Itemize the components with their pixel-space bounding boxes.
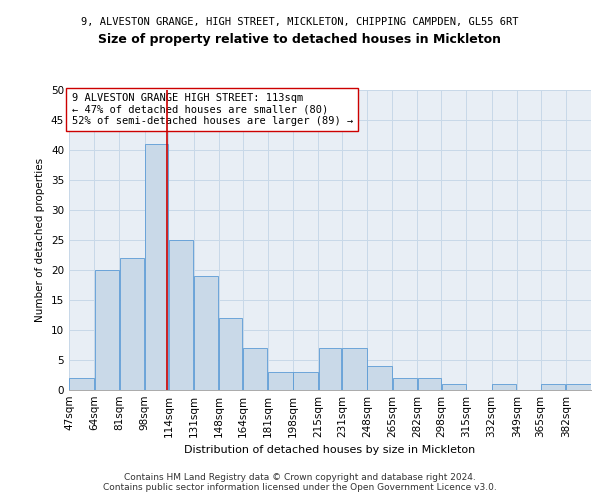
Text: 9, ALVESTON GRANGE, HIGH STREET, MICKLETON, CHIPPING CAMPDEN, GL55 6RT: 9, ALVESTON GRANGE, HIGH STREET, MICKLET… [81,18,519,28]
Bar [219,318,242,390]
Bar [268,372,293,390]
Bar [95,270,119,390]
Bar [367,366,392,390]
Bar [566,384,590,390]
Bar [492,384,517,390]
X-axis label: Distribution of detached houses by size in Mickleton: Distribution of detached houses by size … [184,446,476,456]
Bar [392,378,417,390]
Y-axis label: Number of detached properties: Number of detached properties [35,158,46,322]
Bar [342,348,367,390]
Bar [194,276,218,390]
Bar [145,144,168,390]
Bar [169,240,193,390]
Bar [418,378,441,390]
Bar [293,372,318,390]
Bar [70,378,94,390]
Bar [120,258,144,390]
Bar [442,384,466,390]
Text: 9 ALVESTON GRANGE HIGH STREET: 113sqm
← 47% of detached houses are smaller (80)
: 9 ALVESTON GRANGE HIGH STREET: 113sqm ← … [71,93,353,126]
Text: Contains HM Land Registry data © Crown copyright and database right 2024.
Contai: Contains HM Land Registry data © Crown c… [103,473,497,492]
Bar [243,348,268,390]
Text: Size of property relative to detached houses in Mickleton: Size of property relative to detached ho… [98,32,502,46]
Bar [319,348,341,390]
Bar [541,384,565,390]
